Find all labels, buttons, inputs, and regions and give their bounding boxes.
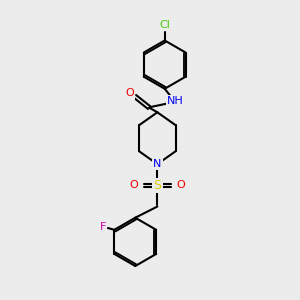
Text: O: O bbox=[129, 180, 138, 190]
Text: O: O bbox=[176, 180, 185, 190]
Text: S: S bbox=[153, 179, 161, 192]
Text: NH: NH bbox=[167, 96, 184, 106]
Text: F: F bbox=[100, 222, 106, 232]
Text: O: O bbox=[125, 88, 134, 98]
Text: Cl: Cl bbox=[159, 20, 170, 30]
Text: N: N bbox=[153, 159, 161, 169]
